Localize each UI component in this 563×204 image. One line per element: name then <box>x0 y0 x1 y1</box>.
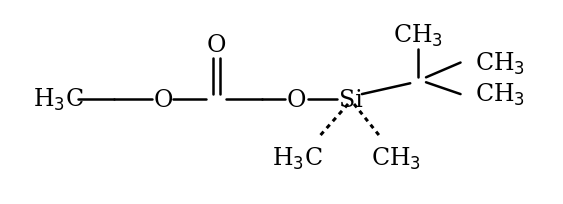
Text: H$_3$C: H$_3$C <box>33 86 84 113</box>
Text: Si: Si <box>339 88 363 111</box>
Text: H$_3$C: H$_3$C <box>272 145 323 172</box>
Text: CH$_3$: CH$_3$ <box>372 145 422 172</box>
Text: CH$_3$: CH$_3$ <box>475 82 525 108</box>
Text: CH$_3$: CH$_3$ <box>475 50 525 76</box>
Text: O: O <box>287 88 306 111</box>
Text: O: O <box>154 88 173 111</box>
Text: CH$_3$: CH$_3$ <box>393 23 443 49</box>
Text: O: O <box>206 34 226 57</box>
